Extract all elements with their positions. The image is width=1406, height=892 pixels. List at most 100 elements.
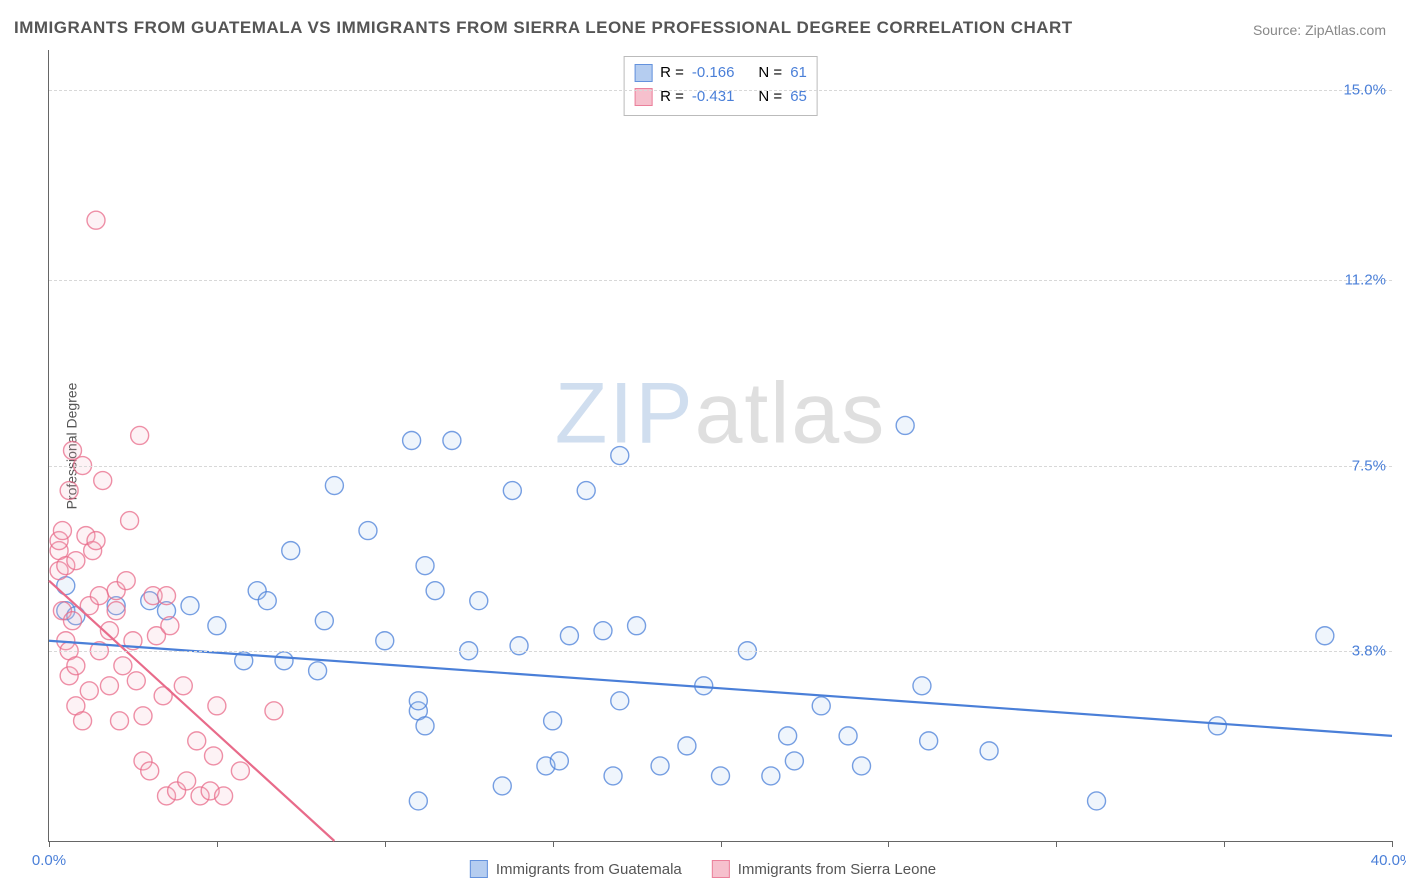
scatter-point: [67, 552, 85, 570]
xtick: [385, 841, 386, 847]
gridline: [49, 466, 1392, 467]
scatter-point: [134, 707, 152, 725]
legend-n-label-1: N =: [758, 61, 782, 85]
scatter-point: [231, 762, 249, 780]
xtick: [49, 841, 50, 847]
legend-n-value-1: 61: [790, 61, 807, 85]
scatter-point: [127, 672, 145, 690]
gridline: [49, 280, 1392, 281]
legend-row-1: R = -0.166 N = 61: [634, 61, 807, 85]
plot-area: ZIPatlas R = -0.166 N = 61 R = -0.431 N …: [48, 50, 1392, 842]
scatter-point: [812, 697, 830, 715]
scatter-point: [762, 767, 780, 785]
scatter-point: [611, 447, 629, 465]
scatter-point: [577, 482, 595, 500]
gridline: [49, 90, 1392, 91]
scatter-point: [853, 757, 871, 775]
scatter-point: [275, 652, 293, 670]
scatter-point: [403, 431, 421, 449]
legend-r-label-2: R =: [660, 85, 684, 109]
scatter-point: [785, 752, 803, 770]
scatter-point: [678, 737, 696, 755]
legend-n-value-2: 65: [790, 85, 807, 109]
legend-bottom-item-2: Immigrants from Sierra Leone: [712, 860, 936, 878]
legend-bottom-swatch-2: [712, 860, 730, 878]
scatter-point: [409, 792, 427, 810]
legend-bottom: Immigrants from Guatemala Immigrants fro…: [470, 860, 936, 878]
scatter-point: [325, 477, 343, 495]
scatter-point: [409, 692, 427, 710]
scatter-point: [161, 617, 179, 635]
chart-title: IMMIGRANTS FROM GUATEMALA VS IMMIGRANTS …: [14, 18, 1073, 38]
scatter-point: [315, 612, 333, 630]
xtick: [1056, 841, 1057, 847]
scatter-point: [426, 582, 444, 600]
scatter-point: [503, 482, 521, 500]
scatter-point: [544, 712, 562, 730]
scatter-point: [510, 637, 528, 655]
source-attribution: Source: ZipAtlas.com: [1253, 22, 1386, 38]
scatter-point: [779, 727, 797, 745]
scatter-point: [205, 747, 223, 765]
xtick: [1224, 841, 1225, 847]
scatter-point: [131, 426, 149, 444]
scatter-point: [470, 592, 488, 610]
xtick: [553, 841, 554, 847]
gridline: [49, 651, 1392, 652]
scatter-point: [896, 416, 914, 434]
scatter-point: [114, 657, 132, 675]
scatter-point: [67, 657, 85, 675]
legend-row-2: R = -0.431 N = 65: [634, 85, 807, 109]
scatter-point: [215, 787, 233, 805]
scatter-point: [913, 677, 931, 695]
legend-n-label-2: N =: [758, 85, 782, 109]
scatter-point: [560, 627, 578, 645]
scatter-point: [178, 772, 196, 790]
legend-bottom-swatch-1: [470, 860, 488, 878]
xaxis-min-label: 0.0%: [32, 852, 66, 869]
scatter-point: [87, 532, 105, 550]
scatter-point: [443, 431, 461, 449]
scatter-point: [604, 767, 622, 785]
ytick-label: 7.5%: [1352, 457, 1386, 474]
scatter-point: [651, 757, 669, 775]
scatter-point: [920, 732, 938, 750]
ytick-label: 15.0%: [1343, 82, 1386, 99]
scatter-point: [117, 572, 135, 590]
scatter-point: [628, 617, 646, 635]
scatter-point: [712, 767, 730, 785]
legend-top: R = -0.166 N = 61 R = -0.431 N = 65: [623, 56, 818, 116]
scatter-point: [87, 211, 105, 229]
scatter-point: [258, 592, 276, 610]
xtick: [217, 841, 218, 847]
legend-r-value-2: -0.431: [692, 85, 735, 109]
scatter-point: [550, 752, 568, 770]
xaxis-max-label: 40.0%: [1371, 852, 1406, 869]
trend-line: [49, 641, 1392, 736]
ytick-label: 11.2%: [1345, 272, 1386, 289]
scatter-point: [80, 682, 98, 700]
scatter-point: [64, 612, 82, 630]
legend-r-label-1: R =: [660, 61, 684, 85]
scatter-point: [111, 712, 129, 730]
scatter-point: [359, 522, 377, 540]
chart-svg: [49, 50, 1392, 841]
scatter-point: [1088, 792, 1106, 810]
scatter-point: [611, 692, 629, 710]
legend-bottom-item-1: Immigrants from Guatemala: [470, 860, 682, 878]
legend-r-value-1: -0.166: [692, 61, 735, 85]
legend-bottom-label-1: Immigrants from Guatemala: [496, 861, 682, 878]
ytick-label: 3.8%: [1352, 642, 1386, 659]
scatter-point: [107, 602, 125, 620]
scatter-point: [158, 587, 176, 605]
scatter-point: [100, 677, 118, 695]
scatter-point: [493, 777, 511, 795]
scatter-point: [60, 482, 78, 500]
scatter-point: [980, 742, 998, 760]
xtick: [721, 841, 722, 847]
scatter-point: [1208, 717, 1226, 735]
scatter-point: [416, 557, 434, 575]
scatter-point: [94, 472, 112, 490]
scatter-point: [309, 662, 327, 680]
scatter-point: [265, 702, 283, 720]
